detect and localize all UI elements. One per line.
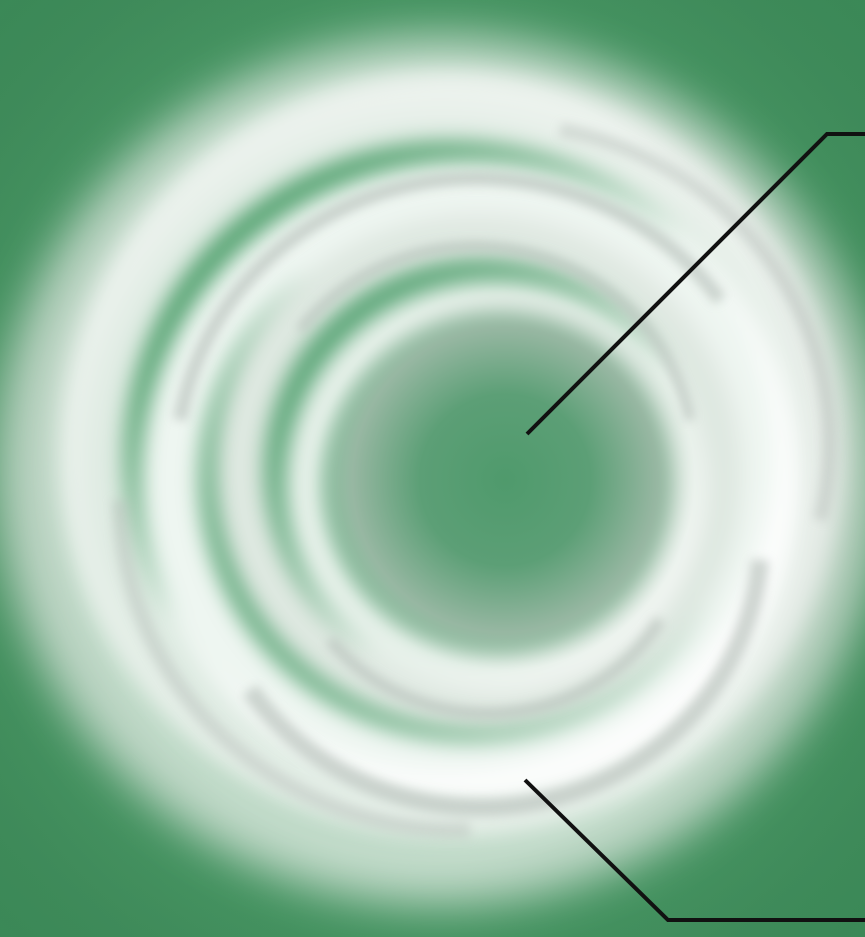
lower-leader-line <box>523 778 865 922</box>
upper-leader-line <box>525 132 865 436</box>
